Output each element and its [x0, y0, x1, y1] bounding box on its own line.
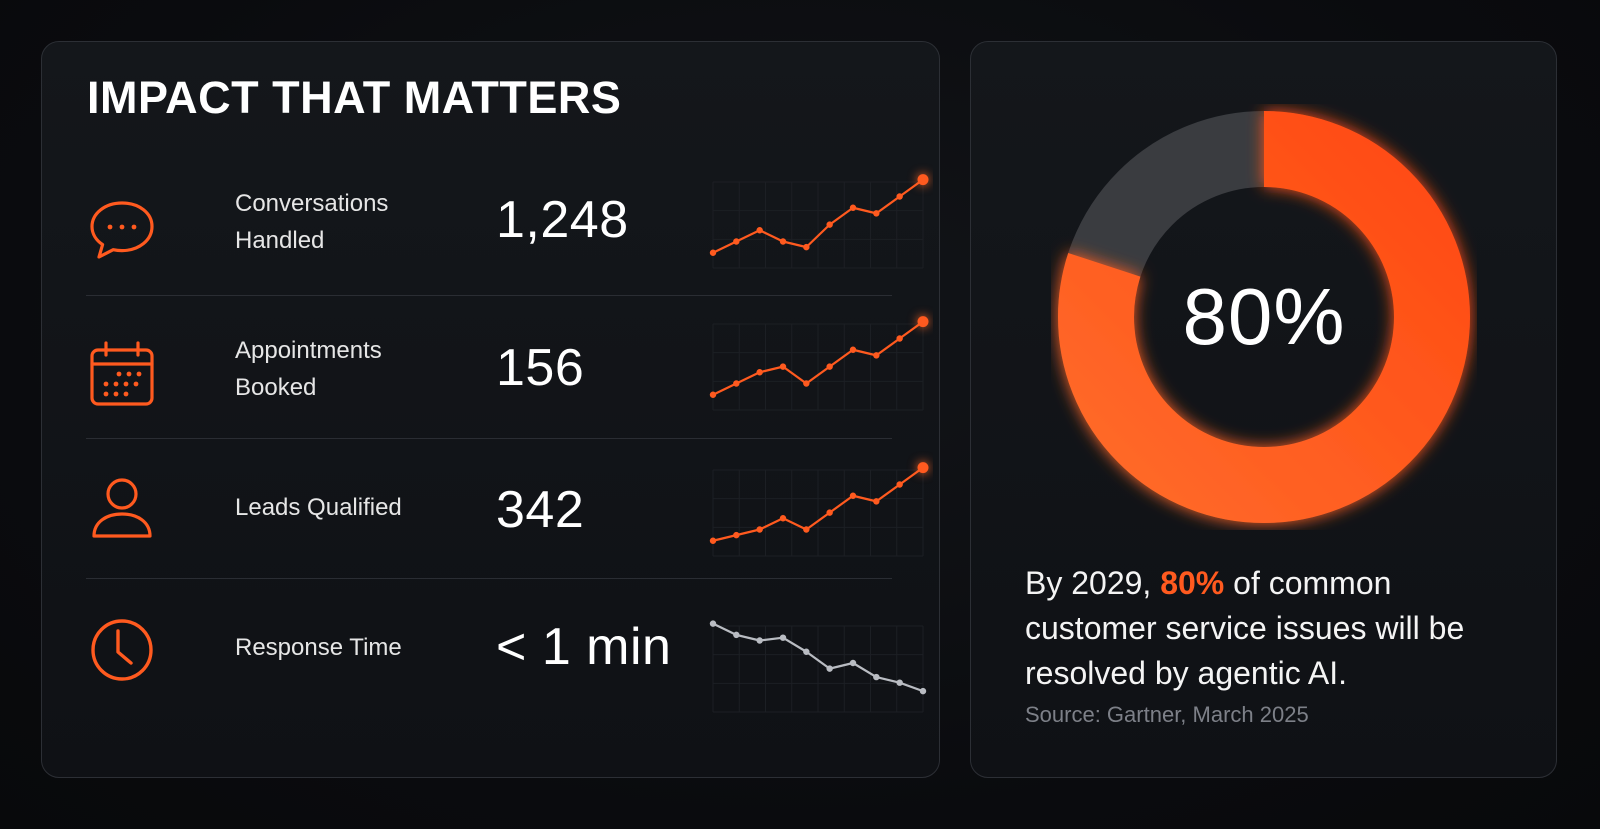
metric-value: 342: [496, 481, 585, 539]
sparkline-point: [896, 193, 903, 200]
sparkline-point: [873, 210, 880, 217]
clock-icon: [86, 614, 158, 686]
sparkline-point: [709, 391, 717, 398]
sparkline-point: [896, 679, 903, 686]
metric-row-response-time: Response Time < 1 min: [86, 618, 927, 762]
sparkline-response-time: [703, 606, 933, 716]
metric-label: Conversations Handled: [235, 190, 389, 254]
calendar-icon: [86, 338, 158, 410]
donut-center-label: 80%: [1182, 272, 1346, 361]
sparkline-leads: [703, 450, 933, 560]
sparkline-line: [712, 622, 924, 693]
sparkline-point: [733, 238, 740, 245]
metric-row-leads: Leads Qualified 342: [86, 462, 929, 622]
metric-label: Appointments Booked: [235, 337, 382, 401]
metrics-card: IMPACT THAT MATTERS Conversations Handle…: [41, 41, 940, 778]
sparkline-point: [873, 352, 880, 359]
sparkline-point: [779, 363, 787, 370]
sparkline-point: [803, 243, 810, 251]
metric-value: 1,248: [496, 191, 629, 249]
sparkline-line: [712, 178, 924, 254]
sparkline-line: [712, 466, 924, 542]
sparkline-point: [803, 526, 810, 533]
sparkline-line: [712, 320, 924, 396]
divider: [86, 295, 892, 296]
sparkline-point: [709, 620, 717, 627]
sparkline-point: [803, 380, 810, 387]
sparkline-point: [709, 249, 717, 256]
sparkline-point: [779, 515, 787, 522]
sparkline-point: [733, 631, 740, 639]
sparkline-point: [849, 659, 857, 667]
sparkline-point: [849, 492, 857, 499]
metric-label: Response Time: [235, 634, 402, 661]
sparkline-point: [849, 346, 857, 353]
sparkline-point: [917, 174, 929, 186]
sparkline-point: [919, 687, 927, 695]
sparkline-conversations: [703, 162, 933, 272]
sparkline-point: [917, 462, 929, 474]
sparkline-point: [779, 634, 787, 641]
sparkline-point: [826, 221, 833, 228]
divider: [86, 578, 892, 579]
sparkline-appointments: [703, 304, 933, 414]
sparkline-point: [873, 673, 880, 681]
source-citation: Source: Gartner, March 2025: [1025, 702, 1309, 727]
statement-text: By 2029, 80% of common customer service …: [1025, 565, 1465, 691]
metric-label: Leads Qualified: [235, 494, 402, 521]
metric-value: 156: [496, 339, 585, 397]
metric-row-conversations: Conversations Handled 1,248: [86, 174, 929, 332]
sparkline-point: [756, 369, 763, 376]
sparkline-point: [756, 526, 763, 533]
sparkline-point: [756, 227, 763, 234]
donut-chart: 80%: [1051, 104, 1477, 530]
divider: [86, 438, 892, 439]
sparkline-point: [733, 380, 740, 387]
sparkline-point: [803, 648, 810, 655]
sparkline-point: [896, 481, 903, 488]
metric-value: < 1 min: [496, 618, 672, 676]
sparkline-point: [826, 665, 833, 672]
donut-value-arc: [1058, 111, 1470, 523]
sparkline-point: [917, 316, 929, 328]
sparkline-point: [733, 531, 740, 539]
sparkline-point: [896, 335, 903, 342]
chat-bubble-icon: [86, 195, 158, 267]
sparkline-point: [756, 637, 763, 644]
sparkline-point: [873, 498, 880, 505]
user-icon: [86, 474, 158, 546]
sparkline-point: [709, 537, 717, 544]
sparkline-point: [779, 238, 787, 245]
card-title: IMPACT THAT MATTERS: [87, 72, 622, 123]
stat-card: 80% By 2029, 80% of common customer serv…: [970, 41, 1557, 778]
statement-accent: 80%: [1160, 565, 1225, 601]
sparkline-point: [849, 204, 857, 211]
metric-row-appointments: Appointments Booked 156: [86, 316, 929, 480]
sparkline-point: [826, 509, 833, 516]
sparkline-point: [826, 363, 833, 370]
